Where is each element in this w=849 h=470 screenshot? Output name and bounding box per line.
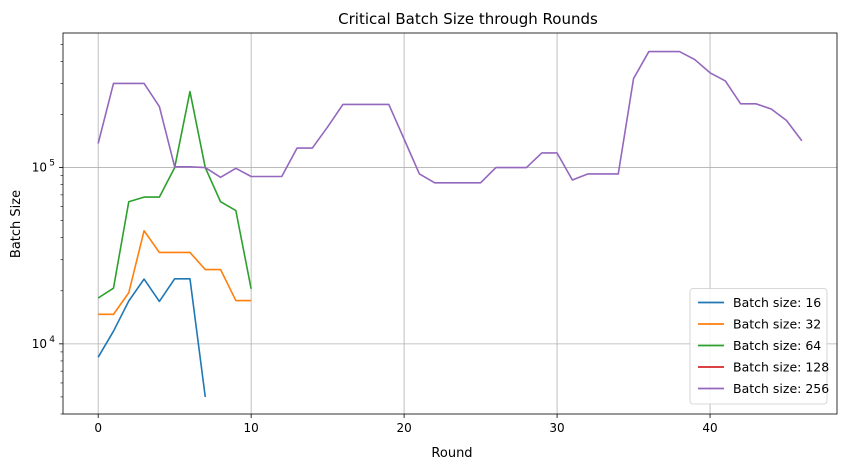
x-tick-label: 0: [94, 421, 102, 435]
y-tick-exponent: 4: [49, 335, 55, 345]
x-axis-label: Round: [431, 446, 472, 461]
series-line-1: [98, 229, 252, 316]
y-tick-label: 10: [32, 161, 47, 175]
x-axis: 0 10 20 30 40: [94, 414, 718, 435]
series-layer: [97, 50, 803, 398]
x-tick-label: 30: [549, 421, 564, 435]
legend: Batch size: 16 Batch size: 32 Batch size: …: [689, 288, 829, 405]
x-tick-label: 40: [702, 421, 717, 435]
series-line-4: [97, 50, 803, 184]
chart-title: Critical Batch Size through Rounds: [338, 10, 598, 28]
y-tick-label: 10: [32, 337, 47, 351]
plot-frame: [62, 32, 838, 415]
legend-label: Batch size: 16: [733, 295, 821, 310]
x-tick-label: 10: [244, 421, 259, 435]
x-tick-label: 20: [396, 421, 411, 435]
legend-box: [689, 288, 828, 405]
legend-label: Batch size: 256: [733, 381, 829, 396]
series-line-0: [97, 277, 207, 398]
y-axis-label: Batch Size: [9, 190, 24, 258]
legend-label: Batch size: 128: [733, 360, 829, 375]
legend-label: Batch size: 64: [733, 338, 821, 353]
y-tick-exponent: 5: [49, 159, 55, 169]
legend-label: Batch size: 32: [733, 317, 821, 332]
